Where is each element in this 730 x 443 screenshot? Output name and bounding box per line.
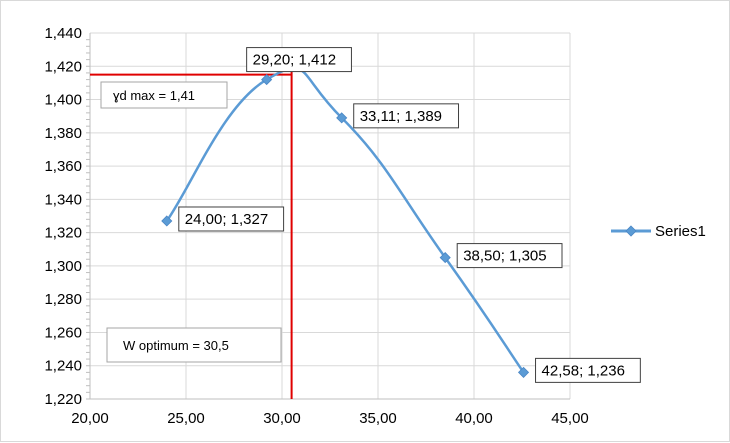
x-tick-label: 20,00 bbox=[71, 410, 109, 427]
y-tick-label: 1,260 bbox=[44, 324, 82, 341]
data-label-box bbox=[246, 47, 352, 73]
data-point-marker bbox=[261, 74, 273, 86]
data-label-text: 24,00; 1,327 bbox=[185, 211, 268, 228]
y-tick-label: 1,300 bbox=[44, 258, 82, 275]
data-labels: 24,00; 1,327 29,20; 1,412 33,11; 1,389 38,5… bbox=[178, 47, 641, 383]
x-tick-label: 35,00 bbox=[359, 410, 397, 427]
axis-layer: 1,220 1,240 1,260 1,280 1,300 1,320 1,340 1,360… bbox=[44, 25, 588, 427]
data-label-text: 42,58; 1,236 bbox=[542, 362, 625, 379]
data-point-marker bbox=[517, 366, 530, 378]
x-tick-label: 30,00 bbox=[263, 410, 301, 427]
legend: Series1 bbox=[611, 223, 706, 240]
x-tick-label: 45,00 bbox=[551, 410, 589, 427]
y-tick-label: 1,420 bbox=[44, 58, 82, 75]
data-point-marker bbox=[439, 252, 451, 264]
x-tick-label: 40,00 bbox=[455, 410, 493, 427]
data-label-box bbox=[535, 357, 641, 383]
data-label-box bbox=[353, 103, 460, 129]
y-tick-label: 1,220 bbox=[44, 391, 82, 408]
y-tick-label: 1,360 bbox=[44, 158, 82, 175]
data-label-text: 29,20; 1,412 bbox=[253, 52, 336, 69]
series-layer bbox=[161, 66, 530, 378]
w-optimum-box bbox=[106, 327, 282, 363]
w-optimum-text: W optimum = 30,5 bbox=[123, 338, 229, 353]
y-tick-label: 1,340 bbox=[44, 191, 82, 208]
y-tick-label: 1,320 bbox=[44, 225, 82, 242]
data-point-marker bbox=[161, 215, 173, 227]
legend-label: Series1 bbox=[655, 223, 706, 240]
data-label-box bbox=[456, 243, 563, 269]
annotations: ɣd max = 1,41 W optimum = 30,5 bbox=[100, 81, 282, 363]
data-point-marker bbox=[336, 112, 348, 124]
y-tick-label: 1,280 bbox=[44, 291, 82, 308]
gd-max-text: ɣd max = 1,41 bbox=[113, 88, 195, 103]
x-tick-label: 25,00 bbox=[167, 410, 205, 427]
reference-lines bbox=[90, 68, 293, 399]
data-label-box bbox=[178, 206, 285, 232]
y-tick-label: 1,440 bbox=[44, 25, 82, 42]
data-label-text: 38,50; 1,305 bbox=[463, 248, 546, 265]
legend-marker bbox=[625, 225, 637, 237]
y-tick-label: 1,380 bbox=[44, 125, 82, 142]
data-label-text: 33,11; 1,389 bbox=[360, 108, 442, 125]
y-tick-label: 1,240 bbox=[44, 358, 82, 375]
gd-max-box bbox=[100, 81, 228, 109]
y-tick-label: 1,400 bbox=[44, 92, 82, 109]
